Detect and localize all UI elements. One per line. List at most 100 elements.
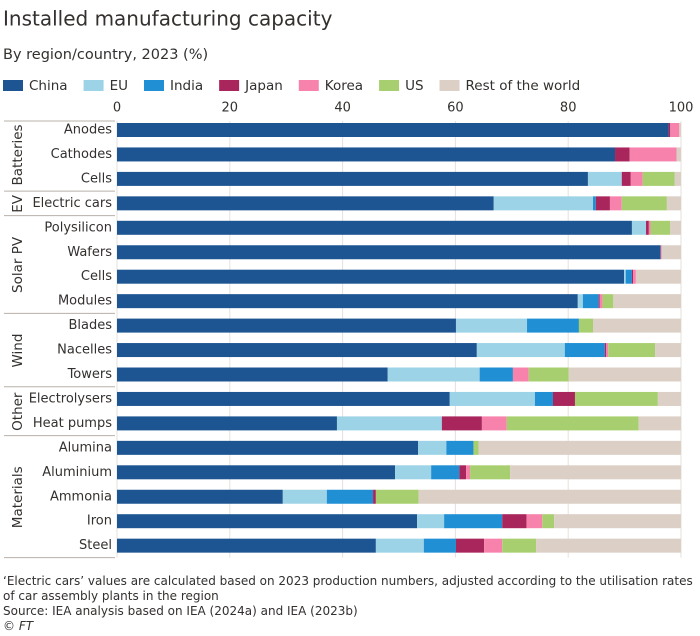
group-label: Solar PV (10, 236, 26, 293)
group-label: Other (10, 392, 26, 431)
bar-segment (117, 147, 616, 162)
bar-segment (117, 514, 418, 529)
bar-segment (568, 367, 681, 382)
category-label: Towers (67, 367, 113, 382)
group-label: Materials (10, 466, 26, 528)
legend-swatch (439, 80, 460, 91)
bar-segment (595, 196, 610, 211)
bar-segment (117, 367, 388, 382)
category-label: Cathodes (51, 147, 113, 162)
category-label: Wafers (67, 245, 112, 260)
bar-segment (668, 123, 671, 137)
category-label: Electrolysers (29, 391, 113, 406)
category-label: Cells (81, 171, 112, 186)
bar-segment (554, 514, 681, 529)
chart-subtitle: By region/country, 2023 (%) (3, 47, 208, 63)
category-label: Cells (81, 269, 112, 284)
bar-segment (373, 489, 376, 504)
bar-segment (502, 514, 527, 529)
bar-segment (625, 269, 632, 284)
bar-segment (466, 465, 471, 480)
bar-segment (646, 220, 649, 235)
category-label: Electric cars (32, 196, 112, 211)
legend-label: Japan (244, 78, 283, 94)
bar-segment (676, 147, 681, 162)
bar-segment (336, 416, 442, 431)
bar-segment (574, 391, 658, 406)
bar-segment (527, 318, 579, 333)
category-label: Steel (79, 538, 112, 553)
bar-segment (552, 391, 575, 406)
bar-segment (117, 465, 396, 480)
legend-swatch (3, 80, 23, 91)
legend-label: Rest of the world (466, 78, 581, 94)
bar-segment (395, 465, 432, 480)
category-label: Nacelles (57, 343, 112, 358)
bar-segment (633, 269, 636, 284)
bar-segment (638, 416, 681, 431)
bar-segment (602, 294, 614, 309)
bar-segment (449, 391, 535, 406)
bar-segment (657, 391, 681, 406)
bar-segment (534, 391, 553, 406)
chart: Installed manufacturing capacity By regi… (3, 7, 693, 559)
bar-segment (481, 416, 507, 431)
credit: © FT (3, 619, 34, 633)
footnote: ‘Electric cars’ values are calculated ba… (3, 574, 693, 603)
bar-segment (629, 147, 677, 162)
bar-segment (387, 367, 480, 382)
bar-segment (661, 245, 681, 260)
bar-segment (648, 220, 651, 235)
bar-segment (542, 514, 555, 529)
category-label: Blades (68, 318, 112, 333)
bar-segment (476, 343, 565, 358)
x-tick-label: 60 (447, 101, 464, 116)
bar-segment (528, 367, 569, 382)
bar-segment (613, 294, 681, 309)
category-label: Alumina (59, 440, 112, 455)
x-tick-label: 80 (560, 101, 577, 116)
notes: ‘Electric cars’ values are calculated ba… (3, 574, 697, 634)
bar-segment (578, 318, 594, 333)
bar-segment (621, 171, 631, 186)
legend-label: India (170, 78, 203, 94)
legend-swatch (298, 80, 319, 91)
bar-segment (117, 123, 669, 137)
bar-segment (624, 269, 626, 284)
bar-segment (660, 245, 662, 260)
bar-segment (455, 538, 485, 553)
group-label: EV (10, 194, 26, 213)
bar-segment (670, 123, 680, 137)
bar-segment (599, 294, 603, 309)
bar-segment (282, 489, 327, 504)
bar-segment (444, 514, 503, 529)
bar-segment (670, 220, 681, 235)
bar-segment (417, 514, 445, 529)
legend-swatch (143, 80, 164, 91)
bar-segment (609, 196, 622, 211)
bar-segment (679, 123, 681, 137)
chart-title: Installed manufacturing capacity (3, 7, 333, 31)
legend-swatch (379, 80, 400, 91)
bar-segment (478, 440, 681, 455)
bar-segment (493, 196, 594, 211)
bar-segment (598, 294, 600, 309)
bar-segment (593, 196, 596, 211)
bar-segment (117, 294, 578, 309)
bar-segment (455, 318, 528, 333)
bar-segment (459, 465, 467, 480)
category-label: Iron (87, 514, 112, 529)
bar-segment (582, 294, 599, 309)
category-label: Ammonia (50, 489, 112, 504)
bar-segment (604, 343, 606, 358)
bar-segment (117, 220, 632, 235)
bar-segment (605, 343, 609, 358)
bar-segment (326, 489, 374, 504)
bar-segment (117, 489, 283, 504)
bar-segment (117, 538, 376, 553)
bar-segment (650, 220, 671, 235)
legend-swatch (219, 80, 240, 91)
bar-segment (526, 514, 543, 529)
x-tick-label: 20 (222, 101, 239, 116)
